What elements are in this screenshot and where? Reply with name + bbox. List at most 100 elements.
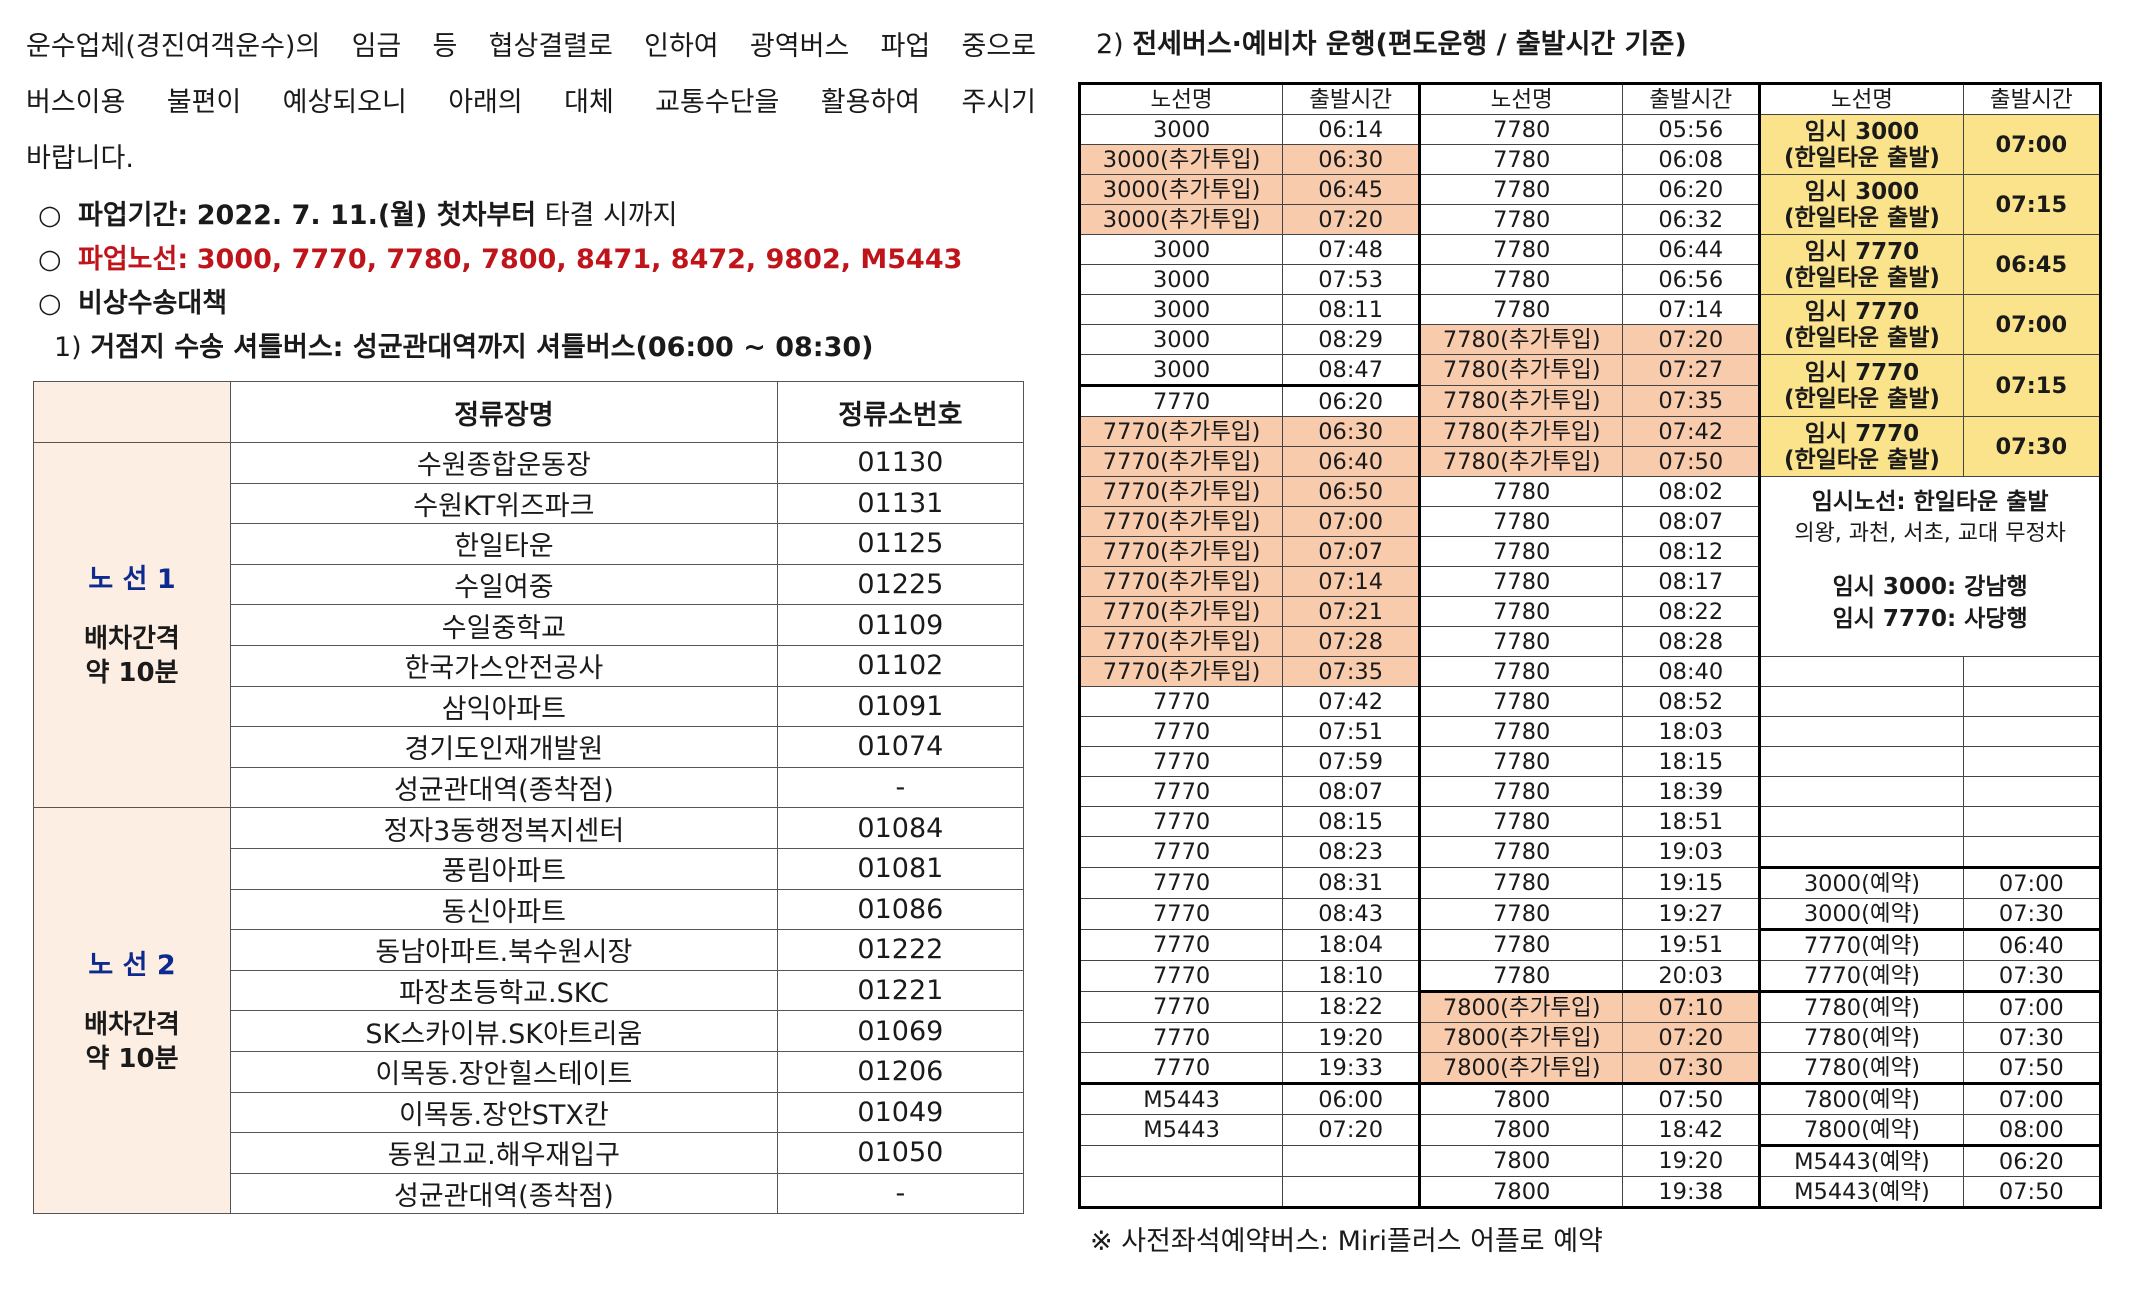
- stop-name: 성균관대역(종착점): [230, 1172, 778, 1215]
- table-row: 7770(추가투입) 07:35 7780 08:40: [1077, 656, 2103, 687]
- route-name-cell: 7780: [1418, 746, 1624, 777]
- depart-time-cell: 07:27: [1622, 354, 1762, 386]
- route-name-cell: 7770(추가투입): [1077, 596, 1284, 627]
- circle-bullet-icon: ○: [38, 200, 62, 231]
- routes-label: 파업노선:: [78, 244, 189, 275]
- depart-time-cell: 18:03: [1622, 716, 1762, 747]
- header-route-name: 노선명: [1077, 82, 1284, 115]
- notice-left: 운수업체(경진여객운수)의 임금 등 협상결렬로 인하여 광역버스 파업 중으로…: [26, 22, 1036, 370]
- reserve-depart-time: 07:00: [1962, 866, 2103, 899]
- route-name-cell: 7770(추가투입): [1077, 506, 1284, 537]
- temp-depart-time: 07:00: [1962, 114, 2103, 175]
- depart-time-cell: 07:14: [1622, 294, 1762, 325]
- schedule-title: 2) 전세버스·예비차 운행(편도운행 / 출발시간 기준): [1096, 22, 2120, 68]
- temp-route-origin: (한일타운 출발): [1783, 204, 1940, 231]
- route-name-cell: 7780: [1418, 898, 1624, 930]
- route2-section: 노 선 2 배차간격 약 10분: [33, 807, 231, 1215]
- route-name-cell: 3000: [1077, 354, 1284, 386]
- depart-time-cell: 07:10: [1622, 990, 1762, 1023]
- circle-bullet-icon: ○: [38, 288, 62, 319]
- reserve-depart-time: 08:00: [1962, 1114, 2103, 1146]
- temp-route-cell: 임시 3000 (한일타운 출발): [1758, 114, 1964, 175]
- route-name-cell: 7780(추가투입): [1418, 416, 1624, 447]
- temp-route-note: 임시노선: 한일타운 출발 의왕, 과천, 서초, 교대 무정차 임시 3000: …: [1758, 476, 2102, 657]
- table-row: 7770 08:43 7780 19:27 3000(예약) 07:30: [1077, 898, 2103, 930]
- period-tail: 타결 시까지: [544, 200, 678, 231]
- temp-route-name: 임시 7770: [1804, 238, 1920, 265]
- route-name-cell: 7780: [1418, 536, 1624, 567]
- temp-route-origin: (한일타운 출발): [1783, 144, 1940, 171]
- reserve-depart-time: 07:00: [1962, 1082, 2103, 1115]
- table-row: 7770 07:42 7780 08:52: [1077, 686, 2103, 717]
- reserve-depart-time: 07:50: [1962, 1176, 2103, 1209]
- reserve-depart-time: 06:20: [1962, 1144, 2103, 1177]
- stop-id: 01222: [776, 929, 1025, 971]
- temp-route-origin: (한일타운 출발): [1783, 264, 1940, 291]
- depart-time-cell: 08:02: [1622, 476, 1762, 507]
- route-name-cell: 3000: [1077, 264, 1284, 295]
- depart-time-cell: 07:07: [1282, 536, 1422, 567]
- route-name-cell: 3000(추가투입): [1077, 174, 1284, 205]
- depart-time-cell: 06:40: [1282, 446, 1422, 477]
- table-row: 7770 18:22 7800(추가투입) 07:10 7780(예약) 07:00: [1077, 990, 2103, 1023]
- table-row: 노 선 2 배차간격 약 10분 정자3동행정복지센터 01084: [33, 807, 1025, 1215]
- table-row: 7800 19:20 M5443(예약) 06:20: [1077, 1144, 2103, 1177]
- depart-time-cell: 08:43: [1282, 898, 1422, 930]
- stop-id: 01081: [776, 847, 1025, 890]
- stop-name: 삼익아파트: [230, 685, 778, 728]
- stop-id: 01086: [776, 888, 1025, 931]
- depart-time-cell: 07:48: [1282, 234, 1422, 265]
- depart-time-cell: 07:50: [1622, 1082, 1762, 1115]
- empty-cell: [1758, 716, 1964, 747]
- route-name-cell: 3000: [1077, 324, 1284, 355]
- depart-time-cell: 06:50: [1282, 476, 1422, 507]
- empty-cell: [1962, 806, 2103, 837]
- table-row: 7770 19:33 7800(추가투입) 07:30 7780(예약) 07:50: [1077, 1052, 2103, 1084]
- temp-route-cell: 임시 3000 (한일타운 출발): [1758, 174, 1964, 235]
- stop-id: 01069: [776, 1010, 1025, 1052]
- table-row: 3000 06:14 7780 05:56 임시 3000 (한일타운 출발) 07:00: [1077, 114, 2103, 175]
- table-row: 한국가스안전공사 01102: [34, 644, 1025, 687]
- depart-time-cell: 19:33: [1282, 1052, 1422, 1084]
- depart-time-cell: 06:20: [1282, 384, 1422, 417]
- table-row: 삼익아파트 01091: [34, 685, 1025, 728]
- depart-time-cell: 07:00: [1282, 506, 1422, 537]
- route-name-cell: 7770: [1077, 1022, 1284, 1053]
- depart-time-cell: 19:27: [1622, 898, 1762, 930]
- route-name-cell: 7780: [1418, 806, 1624, 837]
- depart-time-cell: 06:00: [1282, 1082, 1422, 1115]
- depart-time-cell: 07:30: [1622, 1052, 1762, 1084]
- shuttle-title-num: 1): [54, 332, 82, 363]
- stop-name: 이목동.장안STX칸: [230, 1091, 778, 1134]
- intro-line-3: 바랍니다.: [26, 143, 134, 174]
- route-name-cell: 7770: [1077, 686, 1284, 717]
- route-name-cell: 7780: [1418, 716, 1624, 747]
- route-name-cell: 7770: [1077, 384, 1284, 417]
- table-row: 수원KT위즈파크 01131: [34, 482, 1025, 525]
- table-row: 7770(추가투입) 07:07 7780 08:12: [1077, 536, 2101, 567]
- empty-cell: [1962, 686, 2103, 717]
- stop-id: 01091: [776, 685, 1025, 728]
- reserve-depart-time: 07:30: [1962, 898, 2103, 930]
- table-row: M5443 06:00 7800 07:50 7800(예약) 07:00: [1077, 1082, 2103, 1115]
- reserve-route-name: 7780(예약): [1758, 1022, 1964, 1053]
- route-name-cell: 3000(추가투입): [1077, 144, 1284, 175]
- route-name-cell: 7770(추가투입): [1077, 626, 1284, 657]
- stop-id: 01102: [776, 644, 1025, 687]
- route-name-cell: 7800: [1418, 1176, 1624, 1209]
- depart-time-cell: 08:23: [1282, 836, 1422, 868]
- route-name-cell: 7770(추가투입): [1077, 476, 1284, 507]
- header-depart-time: 출발시간: [1622, 82, 1762, 115]
- temp-route-name: 임시 7770: [1804, 359, 1920, 386]
- depart-time-cell: 18:15: [1622, 746, 1762, 777]
- route-name-cell: 7780: [1418, 476, 1624, 507]
- schedule-title-num: 2): [1096, 29, 1124, 60]
- empty-cell: [1962, 716, 2103, 747]
- reserve-depart-time: 07:50: [1962, 1052, 2103, 1084]
- stop-id: 01206: [776, 1050, 1025, 1093]
- table-row: 7770 08:23 7780 19:03: [1077, 836, 2103, 868]
- table-row: 3000 08:29 7780(추가투입) 07:20: [1077, 324, 2101, 355]
- route1-interval-value: 약 10분: [85, 658, 179, 689]
- depart-time-cell: 06:45: [1282, 174, 1422, 205]
- note-nonstop: 의왕, 과천, 서초, 교대 무정차: [1794, 521, 2066, 546]
